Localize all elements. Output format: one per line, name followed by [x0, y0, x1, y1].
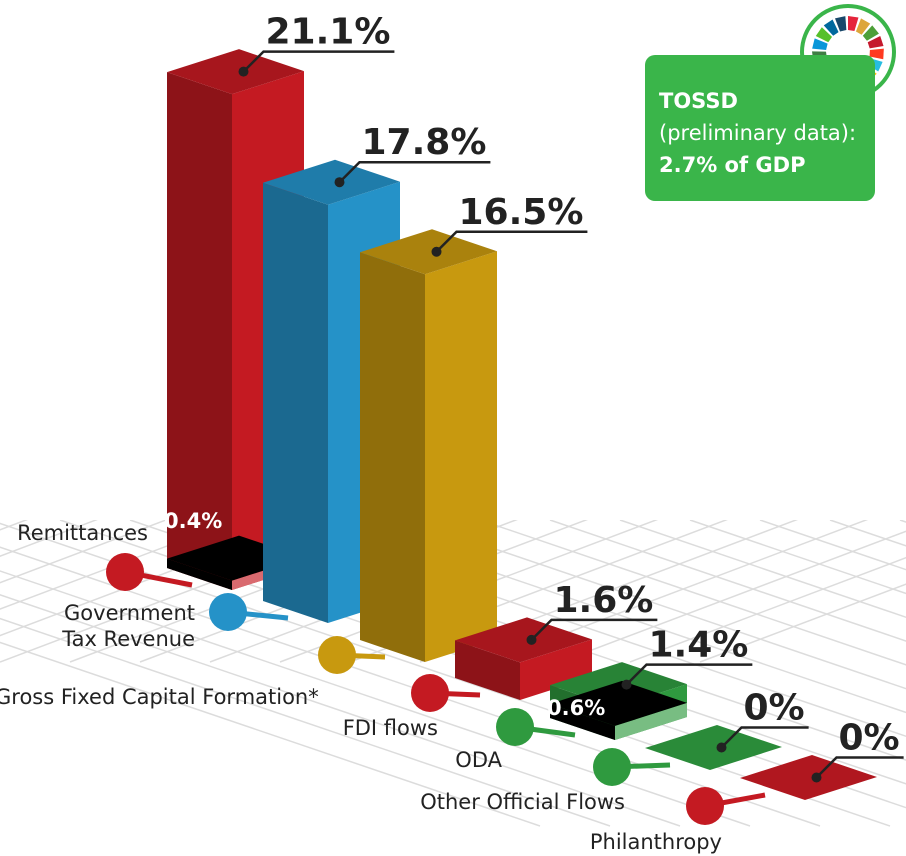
grid-line [899, 519, 906, 523]
bar-top [645, 725, 782, 770]
bar-left [167, 72, 232, 590]
bar-top [167, 49, 304, 95]
grid-line [479, 519, 906, 666]
bar-top [455, 617, 592, 663]
label-leader [435, 230, 588, 253]
grid-line [0, 617, 611, 827]
wheel-wedge [862, 25, 879, 41]
wheel-wedge [855, 18, 871, 35]
label-leader [815, 756, 904, 779]
segment-left [167, 558, 232, 590]
bar-right [520, 639, 592, 700]
tossd-box: TOSSD (preliminary data): 2.7% of GDP [645, 55, 875, 201]
annotation-subtitle: (preliminary data): [659, 121, 857, 145]
category-label: Other Official Flows [420, 790, 625, 814]
wheel-wedge [867, 35, 884, 49]
grid-line [0, 594, 681, 827]
grid-line [0, 546, 821, 827]
category-dot [318, 636, 356, 674]
bar-left [455, 640, 520, 700]
value-label: 17.8% [362, 122, 487, 163]
category-dot [593, 748, 631, 786]
wheel-wedge [815, 27, 833, 43]
label-leader [338, 160, 491, 184]
label-leader [625, 663, 753, 686]
category-dot [106, 553, 144, 591]
grid-line [689, 519, 906, 595]
category-label: FDI flows [342, 716, 438, 740]
grid-line [489, 504, 906, 663]
wheel-wedge [834, 16, 847, 32]
grid-line [619, 519, 906, 619]
category-dot [686, 787, 724, 825]
category-label: Gross Fixed Capital Formation* [0, 685, 319, 709]
bar-left [360, 252, 425, 662]
wheel-wedge [823, 19, 839, 36]
grid-line [699, 583, 906, 663]
category-dot [209, 593, 247, 631]
bar-top [360, 229, 497, 275]
category-dot [496, 708, 534, 746]
value-label: 21.1% [266, 12, 391, 53]
bar-right [425, 251, 497, 662]
annotation-title: TOSSD [659, 89, 738, 113]
segment-top [550, 680, 687, 726]
bar [455, 617, 592, 700]
wheel-wedge [869, 48, 884, 60]
bar-left [263, 182, 328, 623]
inner-segment [550, 680, 687, 740]
label-leader [242, 50, 395, 73]
value-label: 0% [839, 718, 900, 759]
wheel-wedge [848, 16, 859, 31]
bar-top [740, 755, 877, 800]
inner-value-label: 0.6% [547, 696, 605, 720]
annotation-value: 2.7% of GDP [659, 153, 806, 177]
value-label: 0% [744, 688, 805, 729]
grid-line [0, 641, 541, 827]
value-label: 16.5% [459, 192, 584, 233]
segment-left [550, 703, 615, 740]
category-label: Government Tax Revenue [62, 601, 195, 651]
inner-value-label: 0.4% [164, 509, 222, 533]
label-leader [530, 618, 658, 641]
grid-line [549, 519, 906, 642]
category-label: Remittances [17, 521, 148, 545]
value-label: 1.4% [649, 625, 749, 666]
category-dot [411, 674, 449, 712]
bar [645, 725, 782, 770]
grid-line [409, 519, 906, 690]
bar-top [263, 159, 400, 205]
bar [360, 229, 497, 662]
value-label: 1.6% [554, 580, 654, 621]
category-label: Philanthropy [589, 830, 722, 854]
grid-line [559, 530, 906, 663]
label-leader [720, 726, 809, 749]
category-label: ODA [455, 748, 502, 772]
grid-line [629, 556, 906, 663]
segment-right [615, 702, 687, 740]
wheel-wedge [812, 38, 828, 50]
bar [740, 755, 877, 800]
